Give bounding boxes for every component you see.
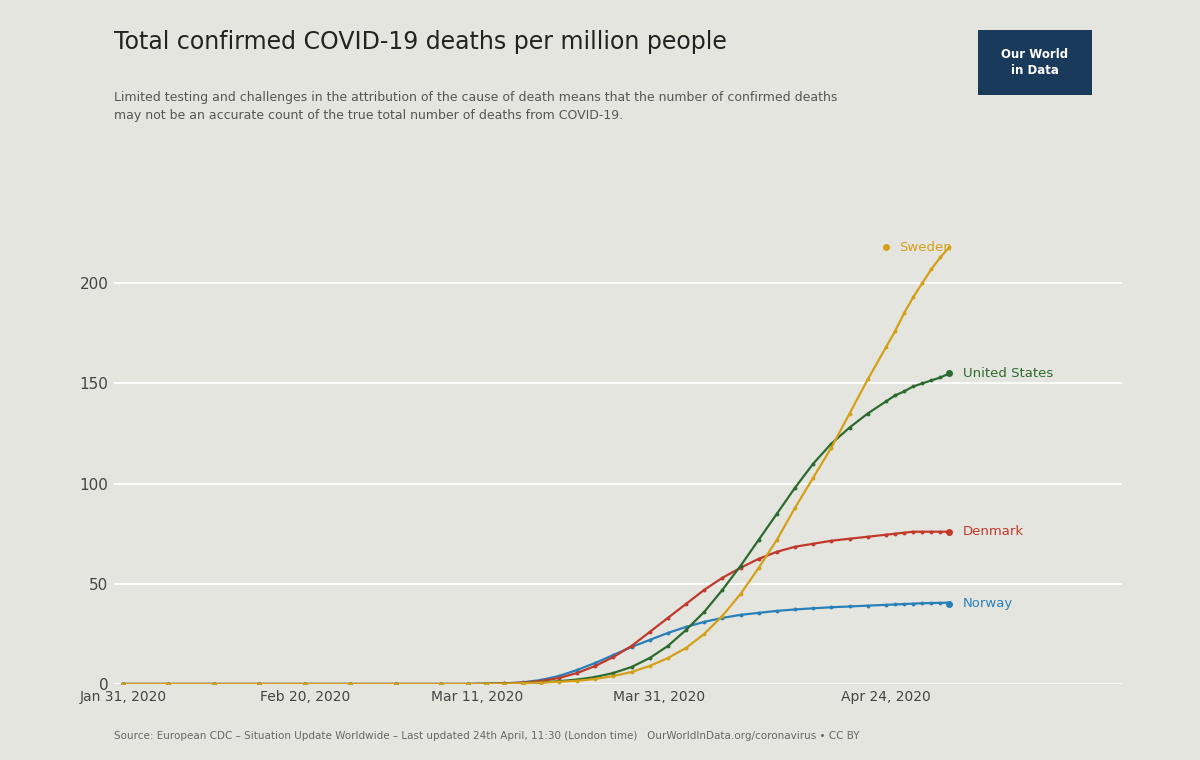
- Text: Limited testing and challenges in the attribution of the cause of death means th: Limited testing and challenges in the at…: [114, 91, 838, 122]
- Text: United States: United States: [964, 367, 1054, 380]
- Text: Our World
in Data: Our World in Data: [1002, 48, 1068, 78]
- Text: Norway: Norway: [964, 597, 1013, 610]
- Text: Source: European CDC – Situation Update Worldwide – Last updated 24th April, 11:: Source: European CDC – Situation Update …: [114, 731, 859, 741]
- Text: Denmark: Denmark: [964, 525, 1025, 538]
- Text: Sweden: Sweden: [900, 241, 953, 254]
- Text: Total confirmed COVID-19 deaths per million people: Total confirmed COVID-19 deaths per mill…: [114, 30, 727, 55]
